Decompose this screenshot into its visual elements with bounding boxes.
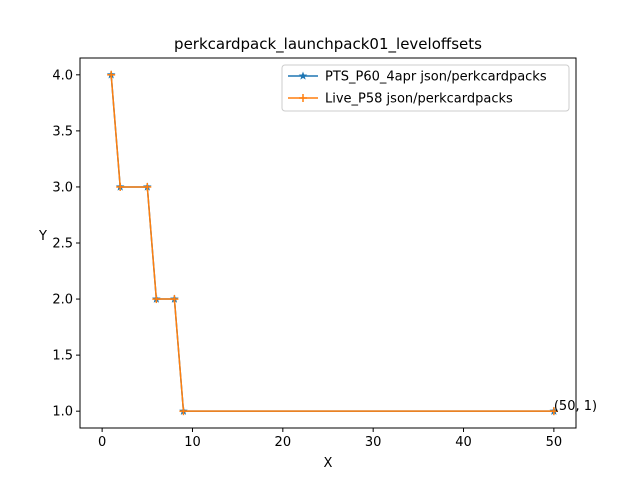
legend-label: Live_P58 json/perkcardpacks <box>325 92 513 107</box>
series-2-point <box>107 70 116 79</box>
series-2-point <box>143 182 152 191</box>
plot-area <box>80 58 576 428</box>
series-2-point <box>549 407 558 416</box>
y-tick-label: 3.5 <box>52 124 73 139</box>
annotation-layer: (50, 1) <box>554 399 597 414</box>
legend-entry-1: PTS_P60_4apr json/perkcardpacks <box>288 70 547 85</box>
x-tick-label: 40 <box>455 435 472 450</box>
x-axis-label: X <box>324 456 333 471</box>
x-tick-label: 30 <box>365 435 382 450</box>
legend: PTS_P60_4apr json/perkcardpacks Live_P58 … <box>281 64 570 112</box>
y-tick-label: 1.0 <box>52 405 73 420</box>
series-2-point <box>179 407 188 416</box>
x-tick-label: 10 <box>184 435 201 450</box>
series-layer <box>106 70 559 416</box>
point-annotation: (50, 1) <box>554 399 597 414</box>
series-2-point <box>116 182 125 191</box>
y-axis-label: Y <box>38 229 47 244</box>
series-2 <box>107 70 558 416</box>
y-tick-label: 4.0 <box>52 68 73 83</box>
legend-marker <box>299 94 307 102</box>
legend-marker <box>298 71 308 80</box>
y-tick-label: 2.0 <box>52 293 73 308</box>
x-axis-ticks: 0 10 20 30 40 50 <box>98 428 562 450</box>
legend-entry-2: Live_P58 json/perkcardpacks <box>288 92 513 107</box>
y-tick-label: 2.5 <box>52 237 73 252</box>
x-tick-label: 50 <box>546 435 563 450</box>
legend-label: PTS_P60_4apr json/perkcardpacks <box>325 70 547 85</box>
y-axis-ticks: 1.0 1.5 2.0 2.5 3.0 3.5 4.0 <box>52 68 80 420</box>
x-tick-label: 20 <box>275 435 292 450</box>
legend-box <box>281 64 570 112</box>
series-2-point <box>170 295 179 304</box>
series-2-point <box>152 295 161 304</box>
chart-title: perkcardpack_launchpack01_leveloffsets <box>174 35 482 54</box>
y-tick-label: 3.0 <box>52 180 73 195</box>
x-tick-label: 0 <box>98 435 106 450</box>
y-tick-label: 1.5 <box>52 349 73 364</box>
